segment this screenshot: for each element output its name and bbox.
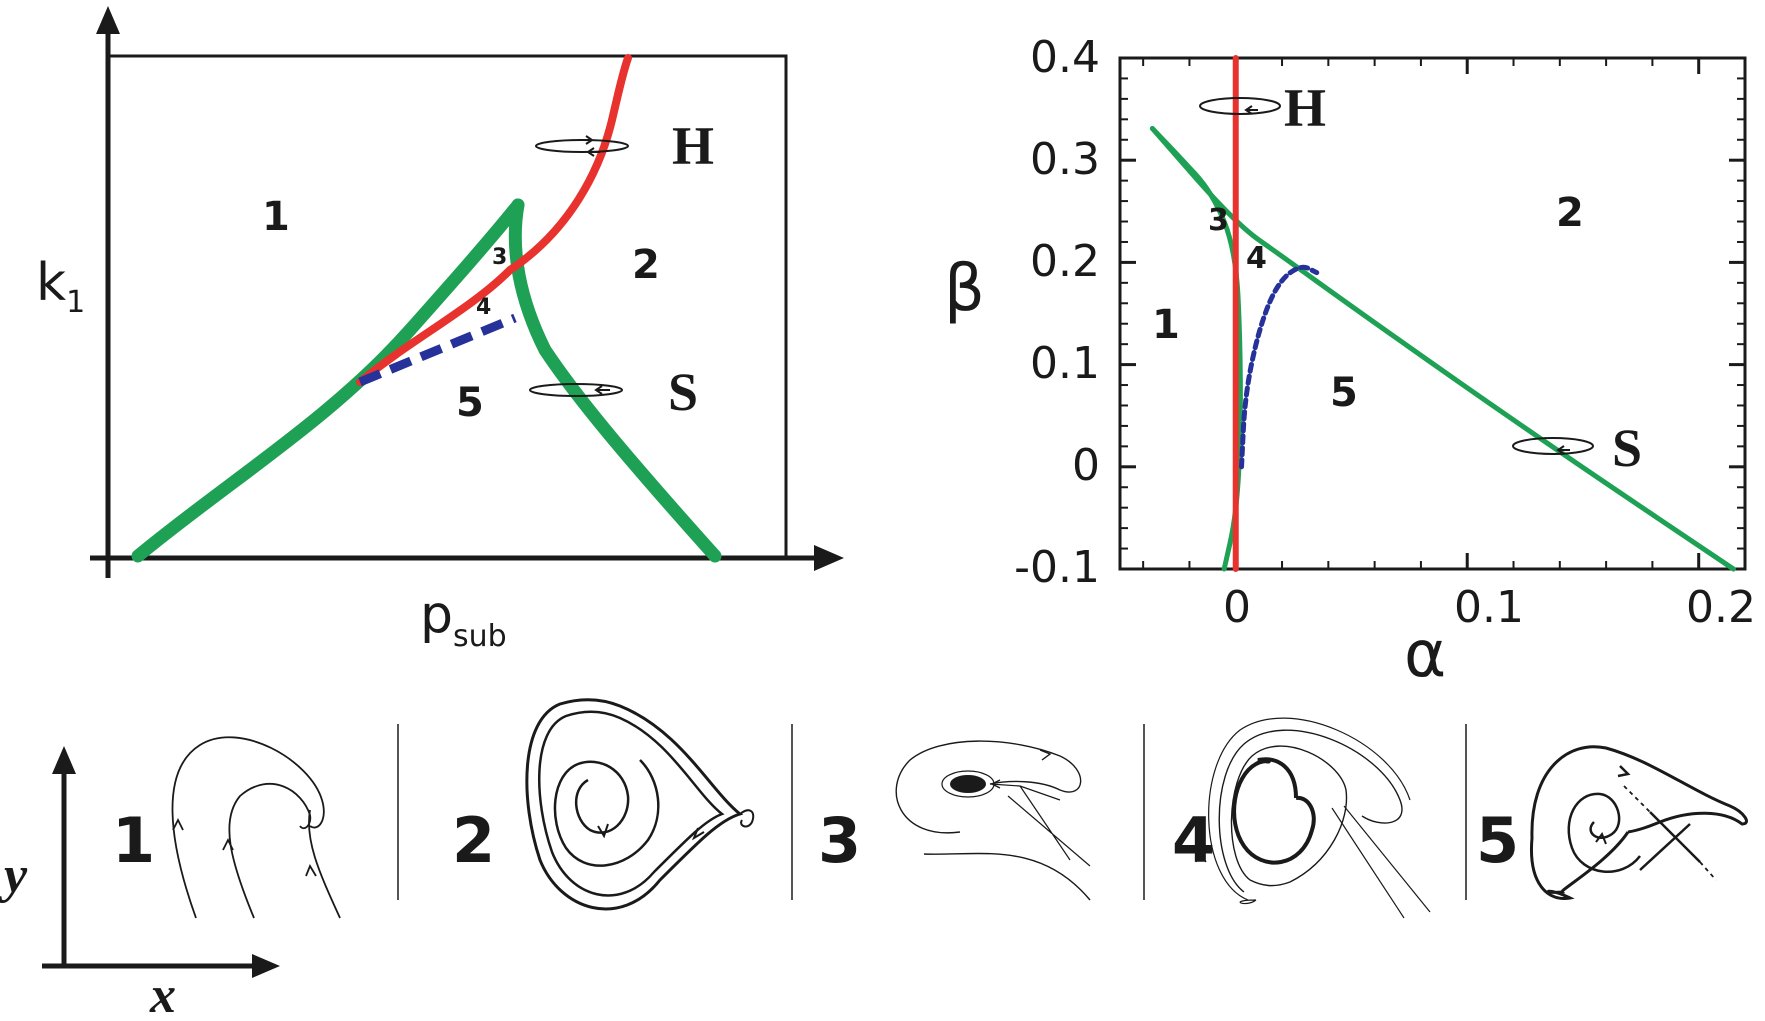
portrait-3-lower-trajectory bbox=[923, 852, 1091, 901]
portrait-2-arrow2-icon bbox=[691, 827, 705, 841]
portrait-4-saddle-lines bbox=[1331, 805, 1431, 919]
right-ytick-0: 0 bbox=[1072, 440, 1100, 491]
right-ytick-0.1: 0.1 bbox=[1030, 338, 1100, 389]
left-s-marker-orbit bbox=[529, 383, 623, 397]
right-homoclinic-curve bbox=[1239, 264, 1320, 470]
left-x-arrowhead bbox=[814, 545, 844, 571]
right-ticks bbox=[1120, 56, 1746, 571]
right-xtick-0: 0 bbox=[1223, 582, 1251, 633]
right-xlabel: α bbox=[1404, 618, 1446, 692]
right-ytick-0.4: 0.4 bbox=[1030, 32, 1100, 83]
right-ytick-0.3: 0.3 bbox=[1030, 134, 1100, 185]
xy-x-label: x bbox=[149, 967, 176, 1021]
right-s-marker-arrow-icon bbox=[1556, 445, 1570, 455]
left-s-marker-arrow-icon bbox=[594, 385, 610, 395]
left-hopf-curve bbox=[356, 54, 632, 386]
portrait-label-3: 3 bbox=[818, 804, 861, 877]
right-region-3: 3 bbox=[1208, 203, 1229, 238]
portrait-3-saddle-lines bbox=[989, 783, 1091, 867]
phase-portrait-3: 3 bbox=[818, 740, 1091, 901]
right-panel: 0.4 0.3 0.2 0.1 0 -0.1 0 0.1 0.2 β α H S… bbox=[944, 32, 1756, 692]
right-h-marker-arrow-icon bbox=[1244, 105, 1258, 115]
portrait-2-tail bbox=[739, 809, 755, 828]
portrait-2-arrow-icon bbox=[597, 823, 609, 839]
left-ylabel: k1 bbox=[36, 253, 85, 320]
left-h-marker-arrow-icon bbox=[578, 135, 594, 145]
portrait-4-outer-2 bbox=[1218, 729, 1403, 893]
left-h-label: H bbox=[672, 116, 714, 176]
right-h-marker-orbit bbox=[1199, 97, 1281, 115]
right-s-label: S bbox=[1612, 418, 1642, 478]
right-region-5: 5 bbox=[1330, 370, 1358, 416]
right-region-1: 1 bbox=[1152, 302, 1180, 348]
left-saddle-node-curve-right bbox=[508, 198, 722, 563]
left-region-5: 5 bbox=[456, 380, 484, 426]
portrait-1-arrow-icon bbox=[172, 817, 184, 831]
left-panel: H S 1 2 3 4 5 k1 psub bbox=[36, 6, 844, 654]
xy-y-label: y bbox=[0, 847, 28, 904]
left-s-label: S bbox=[668, 362, 698, 422]
portrait-4-arrow-icon bbox=[1195, 850, 1207, 863]
left-region-4: 4 bbox=[476, 295, 491, 320]
portrait-label-2: 2 bbox=[452, 804, 495, 877]
portrait-3-arrow-icon bbox=[1039, 749, 1052, 761]
xy-y-arrowhead bbox=[52, 746, 76, 774]
portrait-4-limit-cycle bbox=[1232, 757, 1316, 865]
right-plot-frame bbox=[1118, 56, 1747, 571]
right-region-2: 2 bbox=[1556, 190, 1584, 236]
portrait-4-outer-1 bbox=[1230, 745, 1348, 887]
right-ytick-0.2: 0.2 bbox=[1030, 236, 1100, 287]
right-s-marker-orbit bbox=[1512, 437, 1594, 455]
portrait-1-trajectory-inner bbox=[228, 783, 312, 919]
portrait-label-1: 1 bbox=[112, 804, 155, 877]
right-ytick-neg0.1: -0.1 bbox=[1014, 542, 1100, 593]
left-region-2: 2 bbox=[632, 242, 660, 288]
portrait-label-4: 4 bbox=[1172, 804, 1215, 877]
portrait-5-dashed-separatrix bbox=[1623, 785, 1717, 881]
right-region-4: 4 bbox=[1246, 241, 1267, 276]
phase-portrait-2: 2 bbox=[452, 698, 755, 911]
right-saddle-node-curve-lower bbox=[1149, 126, 1243, 572]
portrait-5-saddle-cross bbox=[1639, 811, 1701, 871]
portrait-5-arrow2-icon bbox=[1595, 831, 1607, 845]
left-saddle-node-curve-left bbox=[131, 198, 525, 563]
left-region-1: 1 bbox=[262, 194, 290, 240]
portrait-3-focus bbox=[950, 775, 986, 793]
left-xlabel: psub bbox=[420, 585, 507, 654]
portrait-1-arrow3-icon bbox=[305, 863, 317, 877]
phase-portrait-4: 4 bbox=[1172, 717, 1431, 919]
xy-axes: y x bbox=[0, 746, 280, 1021]
portrait-5-arrow-icon bbox=[1617, 765, 1631, 778]
portrait-2-limit-cycle-outer bbox=[525, 698, 744, 911]
left-y-arrowhead bbox=[96, 6, 120, 34]
portrait-3-outer-loop bbox=[895, 740, 1082, 834]
portrait-label-5: 5 bbox=[1476, 804, 1519, 877]
phase-portrait-5: 5 bbox=[1476, 745, 1748, 901]
right-curves bbox=[1149, 55, 1736, 572]
portrait-3-arrow2-icon bbox=[990, 779, 1001, 789]
right-ylabel: β bbox=[944, 252, 985, 326]
portrait-1-arrow2-icon bbox=[222, 837, 234, 851]
right-xtick-0.1: 0.1 bbox=[1454, 582, 1524, 633]
portrait-2-spiral bbox=[553, 759, 660, 867]
portrait-4-outer-3 bbox=[1208, 717, 1411, 905]
phase-portrait-1: 1 bbox=[112, 736, 341, 919]
portrait-1-trajectory-right bbox=[308, 809, 341, 919]
xy-x-arrowhead bbox=[252, 954, 280, 978]
left-h-marker-orbit bbox=[535, 139, 629, 153]
right-h-label: H bbox=[1284, 78, 1326, 138]
portrait-2-limit-cycle-inner bbox=[538, 710, 725, 897]
left-h-marker-arrow2-icon bbox=[586, 147, 600, 157]
left-region-3: 3 bbox=[492, 245, 507, 270]
portrait-5-homoclinic-loop bbox=[1529, 745, 1748, 901]
right-xtick-0.2: 0.2 bbox=[1686, 582, 1756, 633]
left-homoclinic-curve bbox=[358, 313, 517, 387]
